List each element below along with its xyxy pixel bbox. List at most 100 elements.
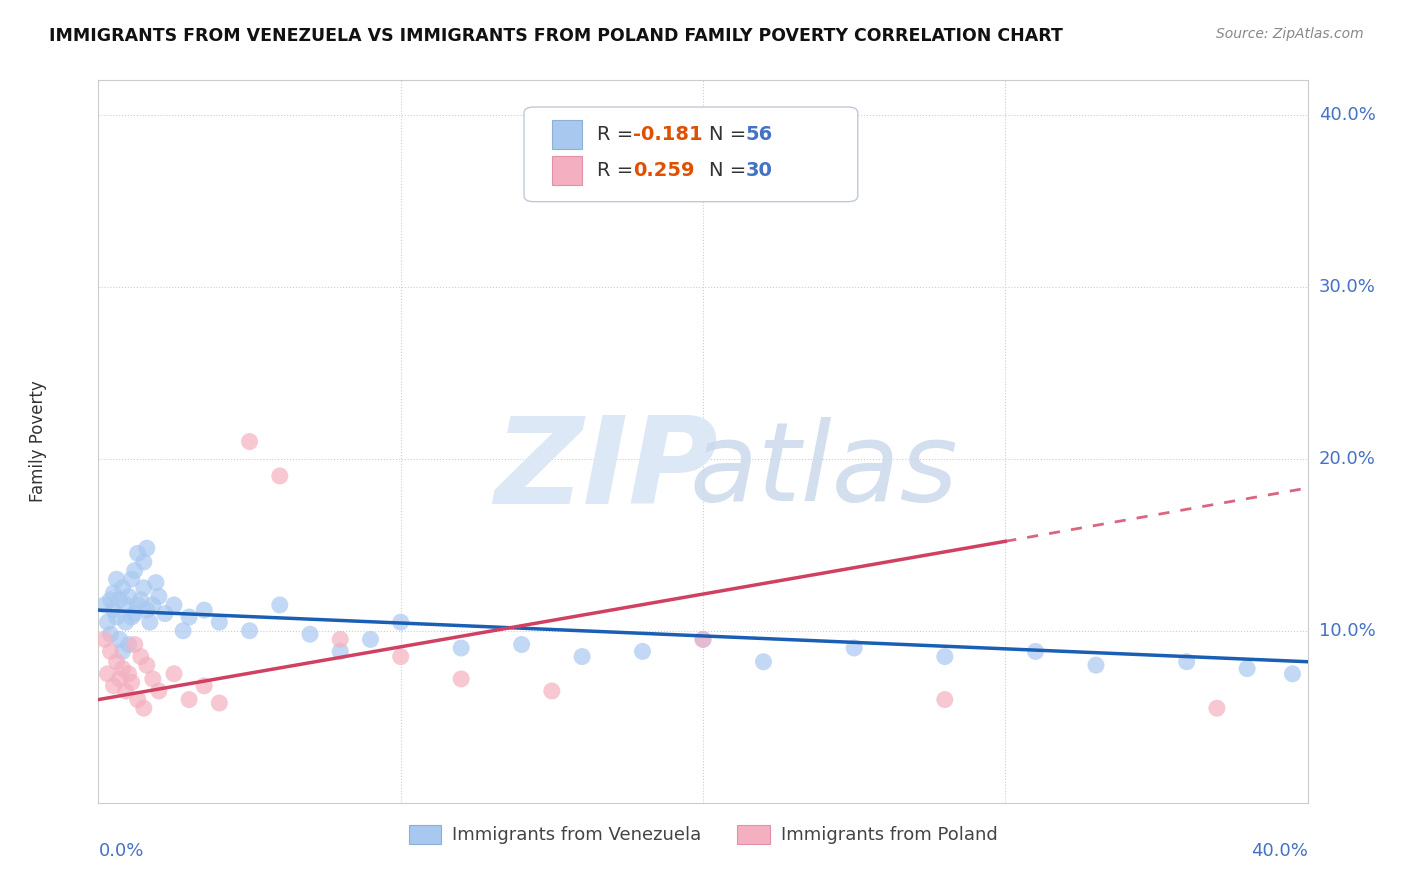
Point bbox=[510, 638, 533, 652]
Point bbox=[934, 649, 956, 664]
Point bbox=[135, 658, 157, 673]
Text: R =: R = bbox=[596, 125, 640, 144]
Point bbox=[179, 692, 201, 706]
Point bbox=[571, 649, 593, 664]
Point bbox=[127, 546, 149, 560]
Point bbox=[145, 575, 167, 590]
Point bbox=[100, 592, 122, 607]
Point bbox=[129, 592, 152, 607]
Point bbox=[100, 644, 122, 658]
Text: IMMIGRANTS FROM VENEZUELA VS IMMIGRANTS FROM POLAND FAMILY POVERTY CORRELATION C: IMMIGRANTS FROM VENEZUELA VS IMMIGRANTS … bbox=[49, 27, 1063, 45]
Point bbox=[118, 590, 141, 604]
Point bbox=[239, 434, 262, 449]
Point bbox=[114, 615, 136, 630]
Text: 30: 30 bbox=[745, 161, 772, 180]
FancyBboxPatch shape bbox=[524, 107, 858, 202]
Point bbox=[1281, 666, 1303, 681]
Point bbox=[132, 701, 155, 715]
Point bbox=[93, 632, 115, 647]
Point bbox=[135, 541, 157, 556]
Point bbox=[752, 655, 775, 669]
Point bbox=[692, 632, 714, 647]
Point bbox=[142, 598, 165, 612]
Point bbox=[1175, 655, 1198, 669]
Point bbox=[93, 598, 115, 612]
Point bbox=[111, 662, 134, 676]
Point bbox=[114, 684, 136, 698]
FancyBboxPatch shape bbox=[551, 120, 582, 149]
Text: atlas: atlas bbox=[689, 417, 959, 524]
Point bbox=[121, 675, 143, 690]
Point bbox=[108, 592, 131, 607]
Point bbox=[299, 627, 322, 641]
Point bbox=[172, 624, 194, 638]
Point bbox=[631, 644, 654, 658]
Point bbox=[450, 672, 472, 686]
Text: 40.0%: 40.0% bbox=[1251, 842, 1308, 860]
Point bbox=[1236, 662, 1258, 676]
Point bbox=[108, 632, 131, 647]
Point bbox=[132, 555, 155, 569]
Point bbox=[121, 572, 143, 586]
Point bbox=[129, 649, 152, 664]
Point bbox=[329, 644, 352, 658]
Point bbox=[193, 679, 215, 693]
Point bbox=[96, 615, 118, 630]
Point bbox=[208, 615, 231, 630]
Point bbox=[103, 603, 125, 617]
Point bbox=[111, 644, 134, 658]
Point bbox=[103, 679, 125, 693]
Point bbox=[163, 666, 186, 681]
Text: N =: N = bbox=[709, 125, 752, 144]
Text: 10.0%: 10.0% bbox=[1319, 622, 1375, 640]
Text: Source: ZipAtlas.com: Source: ZipAtlas.com bbox=[1216, 27, 1364, 41]
Point bbox=[100, 627, 122, 641]
Point bbox=[692, 632, 714, 647]
Point bbox=[124, 638, 146, 652]
Point bbox=[163, 598, 186, 612]
Point bbox=[108, 672, 131, 686]
Text: Family Poverty: Family Poverty bbox=[30, 381, 46, 502]
Point bbox=[844, 640, 866, 655]
Text: 30.0%: 30.0% bbox=[1319, 277, 1375, 296]
Point bbox=[540, 684, 562, 698]
Text: 40.0%: 40.0% bbox=[1319, 105, 1375, 124]
Point bbox=[127, 692, 149, 706]
Text: 56: 56 bbox=[745, 125, 772, 144]
Point bbox=[124, 607, 146, 621]
Point bbox=[114, 598, 136, 612]
Point bbox=[111, 581, 134, 595]
Text: R =: R = bbox=[596, 161, 640, 180]
Point bbox=[135, 603, 157, 617]
Point bbox=[269, 469, 291, 483]
Point bbox=[329, 632, 352, 647]
Point bbox=[934, 692, 956, 706]
Point bbox=[208, 696, 231, 710]
Point bbox=[105, 655, 128, 669]
Point bbox=[148, 684, 170, 698]
Text: N =: N = bbox=[709, 161, 752, 180]
Point bbox=[193, 603, 215, 617]
Point bbox=[124, 564, 146, 578]
Text: -0.181: -0.181 bbox=[633, 125, 703, 144]
Point bbox=[103, 586, 125, 600]
Point bbox=[105, 572, 128, 586]
Text: 20.0%: 20.0% bbox=[1319, 450, 1375, 467]
Point bbox=[1085, 658, 1108, 673]
Text: 0.259: 0.259 bbox=[633, 161, 695, 180]
Point bbox=[142, 672, 165, 686]
Point bbox=[450, 640, 472, 655]
Point bbox=[179, 610, 201, 624]
Point bbox=[389, 615, 412, 630]
Point bbox=[118, 638, 141, 652]
Point bbox=[148, 590, 170, 604]
Point bbox=[121, 610, 143, 624]
Point bbox=[389, 649, 412, 664]
Point bbox=[127, 598, 149, 612]
Text: 0.0%: 0.0% bbox=[98, 842, 143, 860]
Point bbox=[105, 610, 128, 624]
Point bbox=[360, 632, 382, 647]
Legend: Immigrants from Venezuela, Immigrants from Poland: Immigrants from Venezuela, Immigrants fr… bbox=[401, 818, 1005, 852]
Text: ZIP: ZIP bbox=[495, 412, 718, 529]
Point bbox=[239, 624, 262, 638]
